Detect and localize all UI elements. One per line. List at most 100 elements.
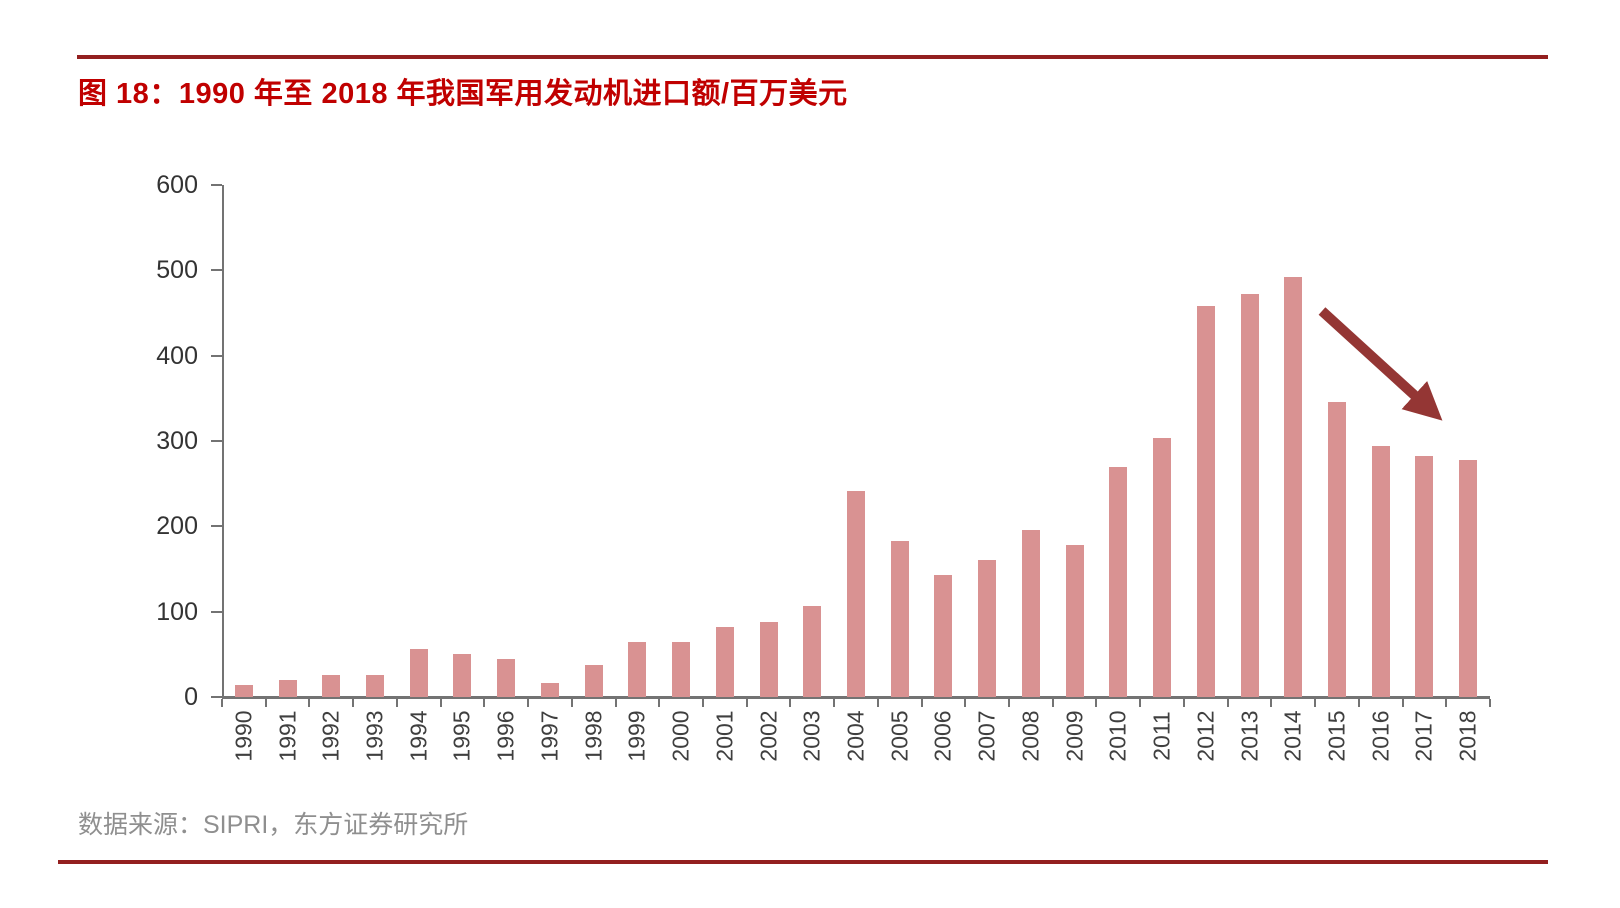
data-source-note: 数据来源：SIPRI，东方证券研究所 xyxy=(78,811,469,839)
bar-1996 xyxy=(497,659,515,697)
bar-2010 xyxy=(1109,467,1127,697)
y-axis-tick xyxy=(211,696,222,698)
y-tick-label: 300 xyxy=(156,427,198,455)
x-axis-tick xyxy=(1314,699,1317,707)
x-axis-tick xyxy=(395,699,398,707)
x-axis-tick xyxy=(701,699,704,707)
x-axis-tick xyxy=(658,699,661,707)
x-axis-tick xyxy=(1401,699,1404,707)
x-axis-tick xyxy=(745,699,748,707)
bar-2002 xyxy=(760,622,778,697)
x-axis-tick xyxy=(789,699,792,707)
figure-title: 图 18：1990 年至 2018 年我国军用发动机进口额/百万美元 xyxy=(78,78,848,110)
x-tick-label-2018: 2018 xyxy=(1454,710,1481,762)
bar-2000 xyxy=(672,642,690,697)
y-tick-label: 600 xyxy=(156,171,198,199)
x-axis-tick xyxy=(527,699,530,707)
x-tick-label-2016: 2016 xyxy=(1367,710,1394,762)
x-tick-label-1998: 1998 xyxy=(580,710,607,762)
x-axis-tick xyxy=(833,699,836,707)
x-tick-label-2013: 2013 xyxy=(1236,710,1263,762)
bar-2006 xyxy=(934,575,952,697)
x-axis-tick xyxy=(1270,699,1273,707)
x-axis-tick xyxy=(1139,699,1142,707)
bar-2017 xyxy=(1415,456,1433,697)
x-axis-tick xyxy=(439,699,442,707)
bar-1991 xyxy=(279,680,297,697)
y-axis-line xyxy=(222,185,224,699)
x-tick-label-1997: 1997 xyxy=(536,710,563,762)
decline-trend-arrow-icon xyxy=(1318,307,1443,421)
x-axis-tick xyxy=(876,699,879,707)
x-axis-tick xyxy=(1008,699,1011,707)
bar-1995 xyxy=(453,654,471,697)
x-tick-label-1995: 1995 xyxy=(448,710,475,762)
bar-2001 xyxy=(716,627,734,697)
bar-2013 xyxy=(1241,294,1259,697)
bar-2016 xyxy=(1372,446,1390,697)
x-tick-label-2008: 2008 xyxy=(1017,710,1044,762)
bar-1993 xyxy=(366,675,384,697)
bar-2005 xyxy=(891,541,909,697)
bar-1997 xyxy=(541,683,559,697)
x-tick-label-2004: 2004 xyxy=(842,710,869,762)
bar-2015 xyxy=(1328,402,1346,697)
x-axis-line xyxy=(222,696,1490,699)
x-tick-label-1996: 1996 xyxy=(492,710,519,762)
x-axis-tick xyxy=(221,699,223,707)
x-axis-tick xyxy=(1051,699,1054,707)
x-axis-tick xyxy=(1445,699,1448,707)
x-axis-tick xyxy=(308,699,311,707)
x-axis-tick xyxy=(920,699,923,707)
x-axis-tick xyxy=(352,699,355,707)
x-axis-tick xyxy=(614,699,617,707)
bar-1992 xyxy=(322,675,340,697)
y-axis-tick xyxy=(211,610,222,613)
x-tick-label-2007: 2007 xyxy=(973,710,1000,762)
x-tick-label-1991: 1991 xyxy=(274,710,301,762)
x-tick-label-2012: 2012 xyxy=(1192,710,1219,762)
y-tick-label: 100 xyxy=(156,597,198,626)
top-rule xyxy=(77,55,1548,59)
y-axis-tick xyxy=(211,184,222,186)
x-tick-label-1999: 1999 xyxy=(623,710,650,762)
bar-2012 xyxy=(1197,306,1215,697)
x-axis-tick xyxy=(264,699,267,707)
y-axis-tick xyxy=(211,269,222,272)
x-tick-label-2003: 2003 xyxy=(798,710,825,762)
x-tick-label-2002: 2002 xyxy=(755,710,782,762)
bar-2018 xyxy=(1459,460,1477,697)
x-axis-tick xyxy=(1357,699,1360,707)
y-axis-tick xyxy=(211,525,222,528)
y-tick-label: 400 xyxy=(156,341,198,370)
x-axis-tick xyxy=(1489,699,1491,707)
y-axis-tick xyxy=(211,354,222,357)
x-axis-tick xyxy=(1226,699,1229,707)
y-tick-label: 0 xyxy=(184,683,198,711)
x-tick-label-2009: 2009 xyxy=(1061,710,1088,762)
x-axis-tick xyxy=(570,699,573,707)
x-tick-label-1993: 1993 xyxy=(361,710,388,762)
bar-2008 xyxy=(1022,530,1040,697)
x-tick-label-2014: 2014 xyxy=(1279,710,1306,762)
bar-2011 xyxy=(1153,438,1171,697)
y-tick-label: 500 xyxy=(156,256,198,285)
x-tick-label-1990: 1990 xyxy=(230,710,257,762)
x-tick-label-2011: 2011 xyxy=(1148,711,1175,761)
bar-1994 xyxy=(410,649,428,697)
bar-2007 xyxy=(978,560,996,697)
bar-1998 xyxy=(585,665,603,697)
x-tick-label-1994: 1994 xyxy=(405,710,432,762)
x-tick-label-2006: 2006 xyxy=(929,710,956,762)
bottom-rule xyxy=(58,860,1548,864)
bar-2009 xyxy=(1066,545,1084,697)
bar-2014 xyxy=(1284,277,1302,697)
bar-1999 xyxy=(628,642,646,697)
x-tick-label-2001: 2001 xyxy=(711,710,738,762)
x-axis-tick xyxy=(964,699,967,707)
x-tick-label-1992: 1992 xyxy=(317,710,344,762)
bar-2004 xyxy=(847,491,865,697)
x-tick-label-2000: 2000 xyxy=(667,710,694,762)
